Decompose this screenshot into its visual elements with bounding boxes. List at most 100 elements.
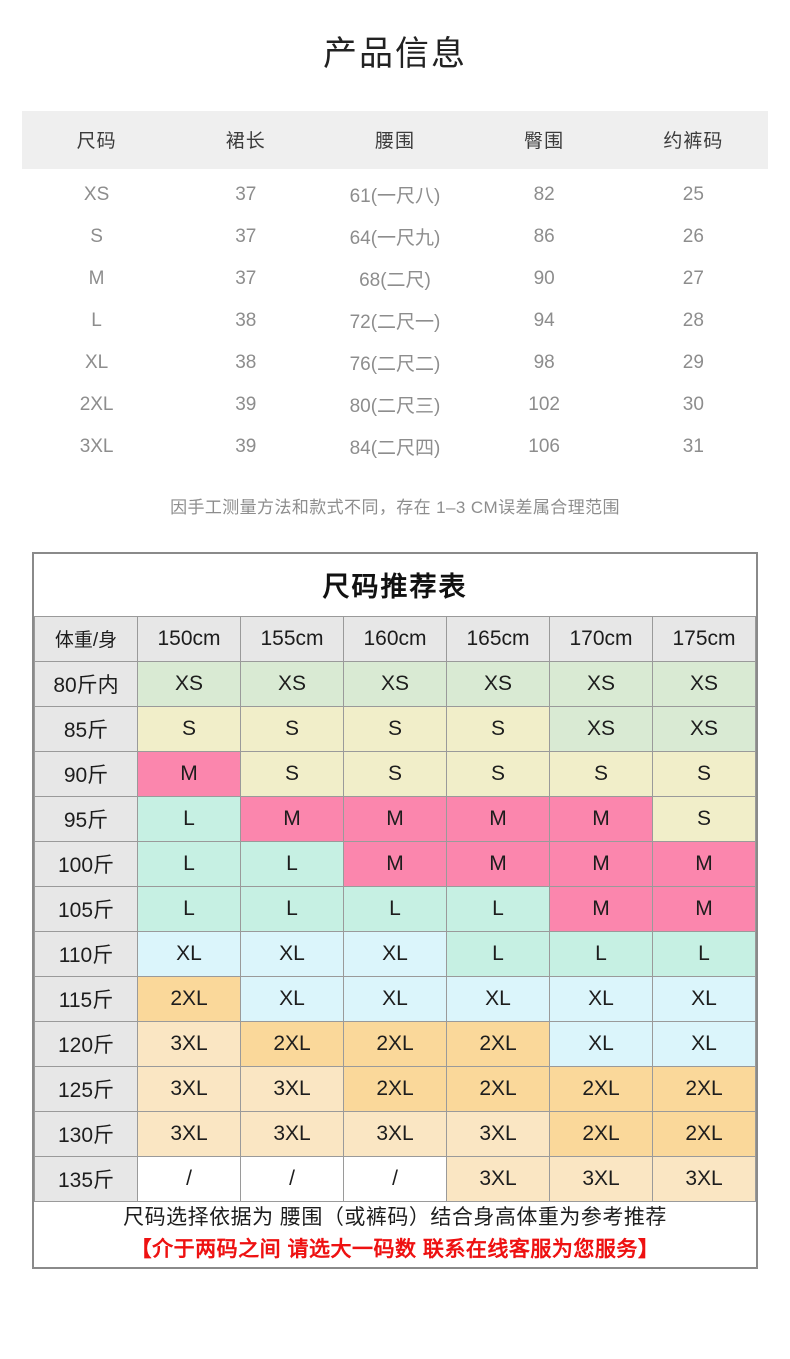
product-info-table-head: 尺码 裙长 腰围 臀围 约裤码 <box>22 110 768 169</box>
size-cell: S <box>549 750 653 797</box>
cell-hip: 86 <box>469 215 619 258</box>
size-cell: XS <box>343 660 447 707</box>
cell-pants-size: 25 <box>618 168 768 216</box>
size-cell: 2XL <box>343 1020 447 1067</box>
size-cell: XL <box>549 975 653 1022</box>
table-row: 135斤 / / / 3XL 3XL 3XL <box>34 1155 756 1202</box>
size-cell: 2XL <box>446 1020 550 1067</box>
size-cell: XL <box>343 930 447 977</box>
table-row: 105斤 L L L L M M <box>34 885 756 932</box>
row-label-weight: 105斤 <box>34 885 138 932</box>
table-row: 125斤 3XL 3XL 2XL 2XL 2XL 2XL <box>34 1065 756 1112</box>
row-label-weight: 115斤 <box>34 975 138 1022</box>
size-cell: L <box>652 930 756 977</box>
size-cell: 2XL <box>137 975 241 1022</box>
size-cell: / <box>240 1155 344 1202</box>
size-cell: 3XL <box>343 1110 447 1157</box>
size-cell: / <box>343 1155 447 1202</box>
table-row: XS 37 61(一尺八) 82 25 <box>22 168 768 216</box>
row-label-weight: 100斤 <box>34 840 138 887</box>
table-row: 2XL 39 80(二尺三) 102 30 <box>22 383 768 426</box>
size-cell: XS <box>549 660 653 707</box>
size-cell: XS <box>549 705 653 752</box>
size-cell: L <box>446 885 550 932</box>
size-cell: S <box>446 705 550 752</box>
cell-size: L <box>22 299 172 342</box>
size-cell: XS <box>652 705 756 752</box>
table-header-row: 尺码 裙长 腰围 臀围 约裤码 <box>22 110 768 169</box>
cell-hip: 98 <box>469 341 619 384</box>
table-row: 90斤 M S S S S S <box>34 750 756 797</box>
row-label-weight: 120斤 <box>34 1020 138 1067</box>
cell-hip: 82 <box>469 168 619 216</box>
size-cell: S <box>240 705 344 752</box>
size-cell: 3XL <box>137 1110 241 1157</box>
size-recommendation-title: 尺码推荐表 <box>34 553 756 617</box>
size-cell: M <box>137 750 241 797</box>
cell-hip: 106 <box>469 425 619 471</box>
table-row: 85斤 S S S S XS XS <box>34 705 756 752</box>
product-info-table: 尺码 裙长 腰围 臀围 约裤码 XS 37 61(一尺八) 82 25 S 37… <box>22 110 768 471</box>
column-header-hip: 臀围 <box>469 110 619 169</box>
cell-skirt-length: 39 <box>171 425 321 471</box>
table-row: 3XL 39 84(二尺四) 106 31 <box>22 425 768 471</box>
cell-pants-size: 27 <box>618 257 768 300</box>
size-cell: XL <box>652 975 756 1022</box>
cell-hip: 102 <box>469 383 619 426</box>
table-row: S 37 64(一尺九) 86 26 <box>22 215 768 258</box>
table-row: 130斤 3XL 3XL 3XL 3XL 2XL 2XL <box>34 1110 756 1157</box>
table-row: M 37 68(二尺) 90 27 <box>22 257 768 300</box>
column-header-skirt-length: 裙长 <box>171 110 321 169</box>
column-header-pants-size: 约裤码 <box>618 110 768 169</box>
row-label-weight: 85斤 <box>34 705 138 752</box>
cell-pants-size: 26 <box>618 215 768 258</box>
size-cell: S <box>343 750 447 797</box>
size-cell: L <box>446 930 550 977</box>
cell-waist: 84(二尺四) <box>320 425 470 471</box>
size-cell: XL <box>240 930 344 977</box>
size-cell: XL <box>446 975 550 1022</box>
footer-alert-text: 【介于两码之间 请选大一码数 联系在线客服为您服务】 <box>130 1238 660 1262</box>
size-recommendation-footer-row: 尺码选择依据为 腰围（或裤码）结合身高体重为参考推荐 【介于两码之间 请选大一码… <box>34 1201 756 1267</box>
cell-waist: 76(二尺二) <box>320 341 470 384</box>
size-cell: M <box>343 795 447 842</box>
size-cell: M <box>652 840 756 887</box>
size-cell: 3XL <box>446 1110 550 1157</box>
table-row: 120斤 3XL 2XL 2XL 2XL XL XL <box>34 1020 756 1067</box>
size-cell: L <box>240 885 344 932</box>
column-header-155cm: 155cm <box>240 615 344 662</box>
size-cell: XS <box>446 660 550 707</box>
column-header-150cm: 150cm <box>137 615 241 662</box>
cell-skirt-length: 37 <box>171 215 321 258</box>
column-header-size: 尺码 <box>22 110 172 169</box>
cell-pants-size: 30 <box>618 383 768 426</box>
size-cell: 3XL <box>240 1110 344 1157</box>
size-cell: XS <box>652 660 756 707</box>
cell-size: 3XL <box>22 425 172 471</box>
column-header-weight-height: 体重/身 <box>34 615 138 662</box>
size-recommendation-header-row: 体重/身 150cm 155cm 160cm 165cm 170cm 175cm <box>34 615 756 662</box>
size-cell: 2XL <box>343 1065 447 1112</box>
cell-size: XL <box>22 341 172 384</box>
row-label-weight: 95斤 <box>34 795 138 842</box>
row-label-weight: 130斤 <box>34 1110 138 1157</box>
table-row: 115斤 2XL XL XL XL XL XL <box>34 975 756 1022</box>
size-cell: 3XL <box>446 1155 550 1202</box>
cell-pants-size: 31 <box>618 425 768 471</box>
size-cell: XL <box>549 1020 653 1067</box>
size-cell: L <box>137 840 241 887</box>
size-cell: 3XL <box>652 1155 756 1202</box>
cell-size: M <box>22 257 172 300</box>
size-cell: S <box>137 705 241 752</box>
table-row: 80斤内 XS XS XS XS XS XS <box>34 660 756 707</box>
cell-skirt-length: 37 <box>171 168 321 216</box>
size-cell: M <box>652 885 756 932</box>
page-title: 产品信息 <box>323 35 467 73</box>
size-cell: XL <box>240 975 344 1022</box>
column-header-170cm: 170cm <box>549 615 653 662</box>
size-cell: L <box>137 885 241 932</box>
table-row: XL 38 76(二尺二) 98 29 <box>22 341 768 384</box>
cell-skirt-length: 37 <box>171 257 321 300</box>
size-cell: M <box>549 795 653 842</box>
row-label-weight: 80斤内 <box>34 660 138 707</box>
